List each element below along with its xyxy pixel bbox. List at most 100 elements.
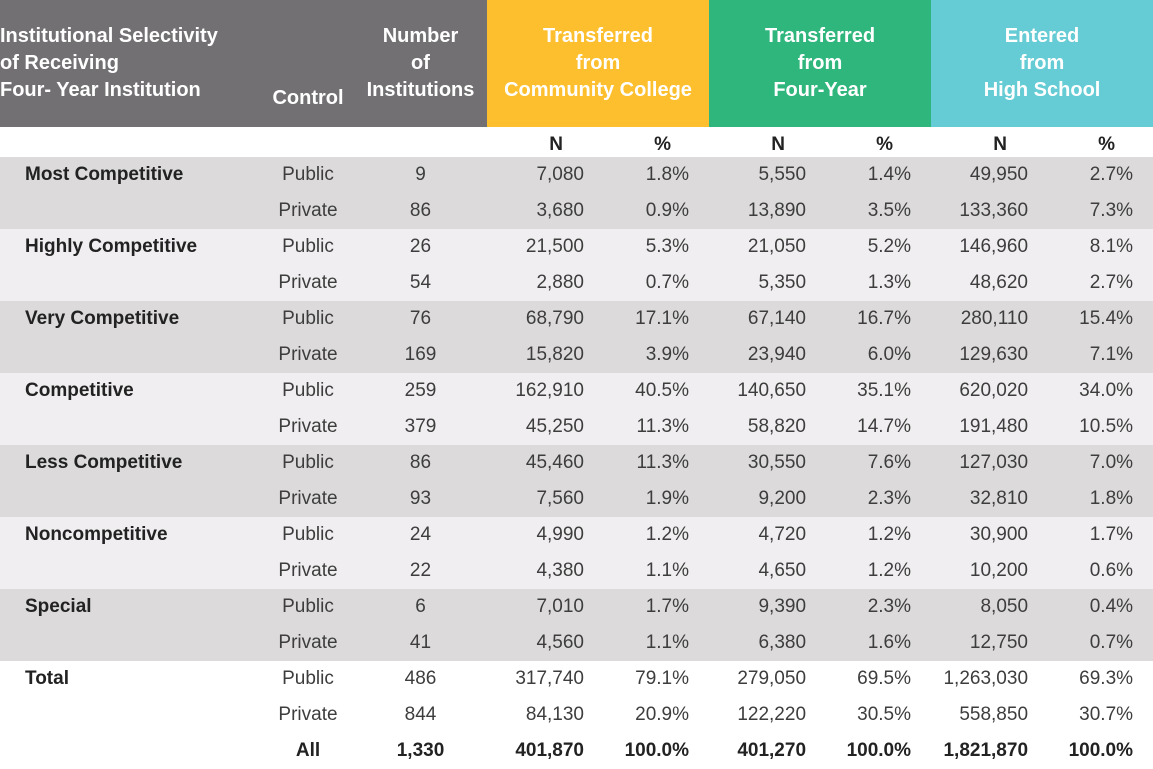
control-cell: Public (262, 445, 354, 481)
fy-pct-cell: 3.5% (820, 193, 932, 229)
cc-pct-cell: 20.9% (598, 697, 710, 733)
institutions-cell: 844 (354, 697, 487, 733)
header-number-of-institutions: Number of Institutions (354, 0, 487, 127)
fy-n-cell: 30,550 (709, 445, 821, 481)
cc-n-cell: 7,010 (487, 589, 598, 625)
table-row: Private 22 4,380 1.1% 4,650 1.2% 10,200 … (0, 553, 1153, 589)
cc-pct-cell: 0.9% (598, 193, 710, 229)
cc-n-cell: 4,380 (487, 553, 598, 589)
cc-n-cell: 162,910 (487, 373, 598, 409)
control-cell: Private (262, 697, 354, 733)
hs-n-cell: 280,110 (931, 301, 1043, 337)
fy-pct-cell: 6.0% (820, 337, 932, 373)
hs-pct-cell: 0.6% (1042, 553, 1153, 589)
hs-n-cell: 133,360 (931, 193, 1043, 229)
fy-n-cell: 140,650 (709, 373, 821, 409)
hs-pct-cell: 34.0% (1042, 373, 1153, 409)
institutions-cell: 486 (354, 661, 487, 697)
fy-pct-cell: 1.3% (820, 265, 932, 301)
cc-pct-cell: 11.3% (598, 409, 710, 445)
selectivity-label: Highly Competitive (0, 229, 262, 265)
table-row: Private 93 7,560 1.9% 9,200 2.3% 32,810 … (0, 481, 1153, 517)
header-control: Control (262, 0, 354, 127)
fy-n-cell: 6,380 (709, 625, 821, 661)
institutions-cell: 259 (354, 373, 487, 409)
cc-pct-cell: 100.0% (598, 733, 710, 769)
hs-pct-cell: 1.8% (1042, 481, 1153, 517)
control-cell: Private (262, 625, 354, 661)
institutions-cell: 93 (354, 481, 487, 517)
fy-pct-cell: 14.7% (820, 409, 932, 445)
cc-pct-cell: 1.1% (598, 625, 710, 661)
total-all-row: All 1,330 401,870 100.0% 401,270 100.0% … (0, 733, 1153, 769)
control-cell: Public (262, 301, 354, 337)
hs-pct-cell: 0.4% (1042, 589, 1153, 625)
subheader-cc-pct: % (598, 127, 710, 157)
control-cell: Public (262, 157, 354, 193)
subheader-hs-pct: % (1042, 127, 1153, 157)
cc-pct-cell: 5.3% (598, 229, 710, 265)
table-row: Competitive Public 259 162,910 40.5% 140… (0, 373, 1153, 409)
table-row: Total Public 486 317,740 79.1% 279,050 6… (0, 661, 1153, 697)
table-row: Noncompetitive Public 24 4,990 1.2% 4,72… (0, 517, 1153, 553)
cc-n-cell: 4,560 (487, 625, 598, 661)
selectivity-label: Very Competitive (0, 301, 262, 337)
control-cell: Private (262, 193, 354, 229)
institutions-cell: 26 (354, 229, 487, 265)
selectivity-label: Competitive (0, 373, 262, 409)
control-cell: Public (262, 517, 354, 553)
institutions-cell: 86 (354, 193, 487, 229)
fy-n-cell: 21,050 (709, 229, 821, 265)
control-cell: Private (262, 265, 354, 301)
institutions-cell: 54 (354, 265, 487, 301)
institutions-cell: 169 (354, 337, 487, 373)
header-row: Institutional Selectivity of Receiving F… (0, 0, 1153, 127)
selectivity-label: Most Competitive (0, 157, 262, 193)
cc-n-cell: 401,870 (487, 733, 598, 769)
fy-pct-cell: 7.6% (820, 445, 932, 481)
table-row: Private 41 4,560 1.1% 6,380 1.6% 12,750 … (0, 625, 1153, 661)
table-row: Private 379 45,250 11.3% 58,820 14.7% 19… (0, 409, 1153, 445)
fy-pct-cell: 1.2% (820, 517, 932, 553)
cc-n-cell: 7,080 (487, 157, 598, 193)
cc-n-cell: 21,500 (487, 229, 598, 265)
fy-pct-cell: 5.2% (820, 229, 932, 265)
hs-pct-cell: 15.4% (1042, 301, 1153, 337)
cc-n-cell: 3,680 (487, 193, 598, 229)
institutions-cell: 41 (354, 625, 487, 661)
hs-n-cell: 10,200 (931, 553, 1043, 589)
institutions-cell: 76 (354, 301, 487, 337)
control-cell: Public (262, 589, 354, 625)
hs-pct-cell: 8.1% (1042, 229, 1153, 265)
table-row: Highly Competitive Public 26 21,500 5.3%… (0, 229, 1153, 265)
header-transferred-from-community-college: Transferred from Community College (487, 0, 710, 127)
table-row: Private 169 15,820 3.9% 23,940 6.0% 129,… (0, 337, 1153, 373)
control-cell: All (262, 733, 354, 769)
hs-pct-cell: 100.0% (1042, 733, 1153, 769)
cc-n-cell: 68,790 (487, 301, 598, 337)
cc-pct-cell: 11.3% (598, 445, 710, 481)
hs-n-cell: 32,810 (931, 481, 1043, 517)
cc-pct-cell: 1.1% (598, 553, 710, 589)
table-row: Private 54 2,880 0.7% 5,350 1.3% 48,620 … (0, 265, 1153, 301)
hs-n-cell: 12,750 (931, 625, 1043, 661)
hs-pct-cell: 7.0% (1042, 445, 1153, 481)
hs-pct-cell: 30.7% (1042, 697, 1153, 733)
fy-n-cell: 23,940 (709, 337, 821, 373)
cc-n-cell: 15,820 (487, 337, 598, 373)
institutions-cell: 24 (354, 517, 487, 553)
fy-pct-cell: 30.5% (820, 697, 932, 733)
hs-n-cell: 129,630 (931, 337, 1043, 373)
hs-pct-cell: 2.7% (1042, 157, 1153, 193)
cc-pct-cell: 17.1% (598, 301, 710, 337)
fy-n-cell: 58,820 (709, 409, 821, 445)
table-row: Most Competitive Public 9 7,080 1.8% 5,5… (0, 157, 1153, 193)
cc-pct-cell: 1.2% (598, 517, 710, 553)
control-cell: Private (262, 481, 354, 517)
fy-n-cell: 122,220 (709, 697, 821, 733)
fy-n-cell: 5,350 (709, 265, 821, 301)
selectivity-label: Less Competitive (0, 445, 262, 481)
cc-pct-cell: 40.5% (598, 373, 710, 409)
fy-n-cell: 9,390 (709, 589, 821, 625)
selectivity-label: Special (0, 589, 262, 625)
